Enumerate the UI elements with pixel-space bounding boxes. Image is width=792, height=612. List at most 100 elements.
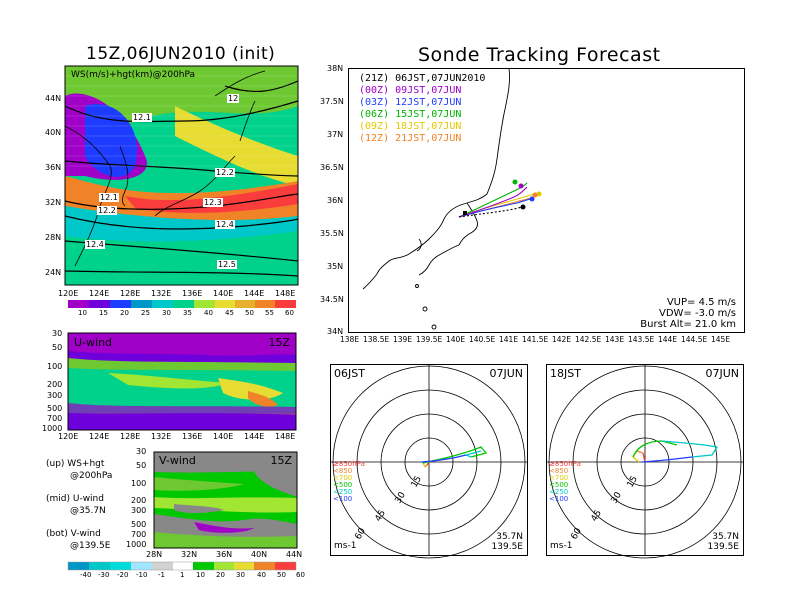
track-lat-tick: 38N xyxy=(327,64,344,73)
burst-text: Burst Alt= 21.0 km xyxy=(640,319,736,330)
note-line: @35.7N xyxy=(70,506,106,516)
track-lon-tick: 141.5E xyxy=(522,335,549,344)
colorbar-tick: 60 xyxy=(285,309,294,317)
colorbar-tick: 50 xyxy=(277,571,286,579)
track-legend: (21Z) 06JST,07JUN2010 (00Z) 09JST,07JUN … xyxy=(359,73,485,145)
track-lat-tick: 35N xyxy=(327,262,344,271)
ws-colorbar xyxy=(68,300,296,308)
contour-label: 12.1 xyxy=(132,113,152,122)
u-y-tick: 200 xyxy=(47,380,63,389)
track-lon-tick: 138E xyxy=(340,335,360,344)
level-item: <250 xyxy=(333,488,353,496)
lon-tick: 132E xyxy=(151,289,172,298)
hodograph-06jst: 06JST 07JUN ≥850hPa <850 <700 <500 <250 … xyxy=(330,364,528,559)
track-lon-tick: 140E xyxy=(446,335,466,344)
track-lon-tick: 142.5E xyxy=(575,335,602,344)
colorbar-tick: 55 xyxy=(265,309,274,317)
contour-label: 12.2 xyxy=(215,168,235,177)
v-x-tick: 28N xyxy=(146,550,163,559)
track-lon-tick: 143E xyxy=(605,335,625,344)
lat-tick: 28N xyxy=(45,233,62,242)
track-lon-tick: 142E xyxy=(552,335,572,344)
track-lat-tick: 34.5N xyxy=(320,295,344,304)
note-line: (bot) V-wind xyxy=(46,529,101,539)
lat-tick: 32N xyxy=(45,198,62,207)
legend-row: (21Z) 06JST,07JUN2010 xyxy=(359,73,486,84)
ws-hgt-map: WS(m/s)+hgt(km)@200hPa 12 12.1 12.2 12.1… xyxy=(64,65,299,286)
v-x-tick: 40N xyxy=(251,550,268,559)
hodo-lon: 139.5E xyxy=(491,542,523,552)
level-item: <250 xyxy=(549,488,569,496)
sonde-params: VUP= 4.5 m/s VDW= -3.0 m/s Burst Alt= 21… xyxy=(640,297,736,330)
v-x-tick: 32N xyxy=(181,550,198,559)
colorbar-tick: 50 xyxy=(245,309,254,317)
track-lat-tick: 36N xyxy=(327,196,344,205)
u-y-tick: 30 xyxy=(52,329,63,338)
v-y-tick: 300 xyxy=(131,506,147,515)
track-lat-tick: 35.5N xyxy=(320,229,344,238)
track-lon-tick: 139.5E xyxy=(416,335,443,344)
track-lat-tick: 37N xyxy=(327,130,344,139)
contour-label: 12.2 xyxy=(97,206,117,215)
colorbar-tick: -1 xyxy=(158,571,165,579)
legend-row: (06Z) 15JST,07JUN xyxy=(359,109,462,120)
track-lat-tick: 37.5N xyxy=(320,97,344,106)
colorbar-tick: 1 xyxy=(180,571,185,579)
hodo-time: 06JST xyxy=(334,367,365,380)
left-title: 15Z,06JUN2010 (init) xyxy=(86,44,276,64)
hodo-lat: 35.7N xyxy=(496,532,523,542)
contour-label: 12.5 xyxy=(217,260,237,269)
lon-tick: 124E xyxy=(89,289,110,298)
v-x-tick: 44N xyxy=(286,550,303,559)
wind-colorbar-ticks: -40 -30 -20 -10 -1 1 10 20 30 40 50 60 xyxy=(80,571,305,581)
level-item: ≥850hPa xyxy=(549,460,581,468)
track-lon-tick: 143.5E xyxy=(628,335,655,344)
colorbar-tick: -40 xyxy=(80,571,92,579)
hodo-unit: ms-1 xyxy=(334,541,357,551)
hodo-unit: ms-1 xyxy=(550,541,573,551)
u-wind-time: 15Z xyxy=(268,336,290,349)
u-y-tick: 700 xyxy=(47,414,63,423)
lat-tick: 36N xyxy=(45,163,62,172)
colorbar-tick: -20 xyxy=(117,571,129,579)
lon-tick: 148E xyxy=(275,289,296,298)
hodo-location: 35.7N 139.5E xyxy=(708,532,739,552)
colorbar-tick: 25 xyxy=(141,309,150,317)
colorbar-tick: -10 xyxy=(136,571,148,579)
legend-row: (12Z) 21JST,07JUN xyxy=(359,133,462,144)
u-x-tick: 136E xyxy=(182,432,203,441)
track-lat-tick: 36.5N xyxy=(320,163,344,172)
hodograph-18jst: 18JST 07JUN ≥850hPa <850 <700 <500 <250 … xyxy=(546,364,744,559)
track-lon-tick: 145E xyxy=(711,335,731,344)
level-item: <100 xyxy=(333,495,353,503)
hodo-date: 07JUN xyxy=(705,367,739,380)
u-x-tick: 124E xyxy=(89,432,110,441)
track-lon-tick: 141E xyxy=(499,335,519,344)
track-lat-tick: 34N xyxy=(327,327,344,336)
colorbar-tick: 10 xyxy=(196,571,205,579)
colorbar-tick: 40 xyxy=(204,309,213,317)
v-y-tick: 200 xyxy=(131,496,147,505)
legend-notes: (up) WS+hgt @200hPa (mid) U-wind @35.7N … xyxy=(46,458,112,552)
contour-label: 12.1 xyxy=(99,193,119,202)
colorbar-tick: 60 xyxy=(296,571,305,579)
lon-tick: 136E xyxy=(182,289,203,298)
colorbar-tick: 20 xyxy=(216,571,225,579)
right-title: Sonde Tracking Forecast xyxy=(418,44,661,66)
track-lon-tick: 144.5E xyxy=(681,335,708,344)
u-y-tick: 100 xyxy=(47,362,63,371)
lat-tick: 24N xyxy=(45,268,62,277)
track-lon-tick: 140.5E xyxy=(469,335,496,344)
vdw-text: VDW= -3.0 m/s xyxy=(659,308,736,319)
u-x-tick: 132E xyxy=(151,432,172,441)
ws-colorbar-ticks: 10 15 20 25 30 35 40 45 50 55 60 xyxy=(78,309,298,319)
hodo-lon: 139.5E xyxy=(707,542,739,552)
colorbar-tick: 30 xyxy=(162,309,171,317)
v-y-tick: 30 xyxy=(136,447,147,456)
u-x-tick: 120E xyxy=(58,432,79,441)
hodo-date: 07JUN xyxy=(489,367,523,380)
lon-tick: 120E xyxy=(58,289,79,298)
u-x-tick: 144E xyxy=(244,432,265,441)
hodo-location: 35.7N 139.5E xyxy=(492,532,523,552)
v-y-tick: 500 xyxy=(131,520,147,529)
